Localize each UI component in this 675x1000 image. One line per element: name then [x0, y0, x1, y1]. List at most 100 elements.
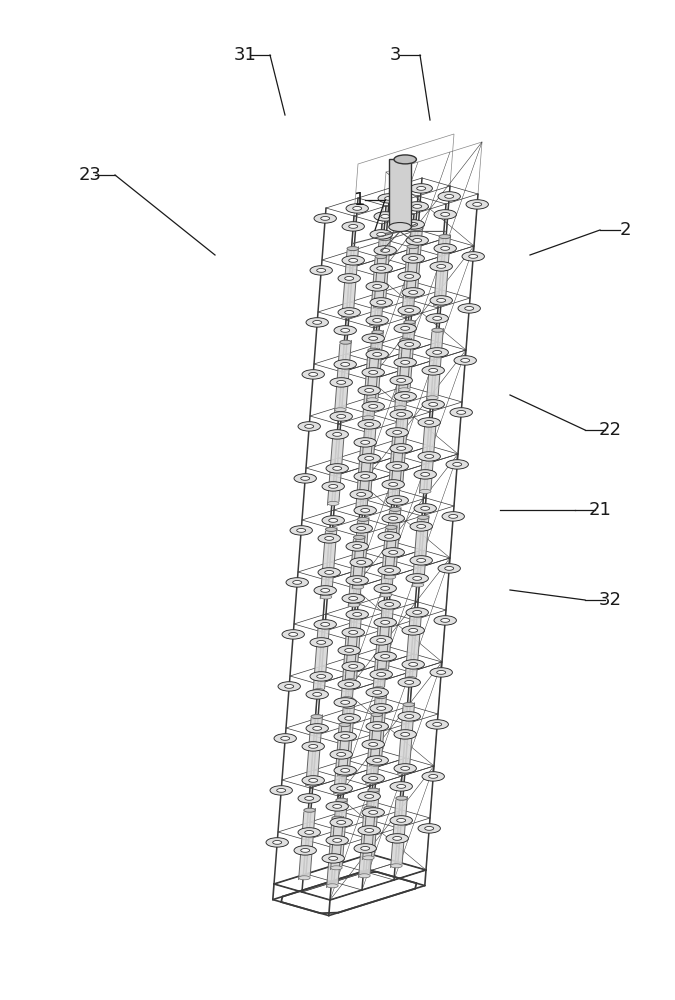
Ellipse shape: [373, 725, 381, 728]
Ellipse shape: [429, 403, 437, 406]
Ellipse shape: [390, 816, 412, 825]
Ellipse shape: [377, 707, 385, 710]
Text: 32: 32: [599, 591, 622, 609]
Ellipse shape: [346, 204, 369, 213]
Ellipse shape: [382, 514, 404, 523]
Ellipse shape: [377, 301, 385, 304]
Ellipse shape: [449, 515, 458, 518]
Ellipse shape: [464, 307, 474, 310]
Ellipse shape: [330, 378, 352, 387]
Ellipse shape: [304, 808, 315, 812]
Text: 31: 31: [234, 46, 256, 64]
Ellipse shape: [337, 753, 346, 756]
Ellipse shape: [418, 418, 440, 427]
Ellipse shape: [410, 609, 422, 613]
Ellipse shape: [434, 616, 456, 625]
Ellipse shape: [338, 308, 360, 317]
Ellipse shape: [341, 697, 352, 701]
Ellipse shape: [434, 302, 446, 306]
Ellipse shape: [390, 410, 412, 419]
Polygon shape: [338, 705, 354, 776]
Ellipse shape: [397, 379, 406, 382]
Ellipse shape: [398, 770, 409, 774]
Ellipse shape: [330, 784, 352, 793]
Ellipse shape: [338, 646, 360, 655]
Ellipse shape: [273, 841, 281, 844]
Ellipse shape: [334, 360, 356, 369]
Ellipse shape: [339, 723, 350, 727]
Ellipse shape: [337, 381, 346, 384]
Ellipse shape: [353, 613, 362, 616]
Ellipse shape: [366, 350, 388, 359]
Ellipse shape: [433, 351, 441, 354]
Ellipse shape: [362, 368, 384, 377]
Ellipse shape: [338, 680, 360, 689]
Ellipse shape: [402, 660, 425, 669]
Ellipse shape: [400, 338, 411, 342]
Text: 3: 3: [389, 46, 401, 64]
Ellipse shape: [369, 777, 378, 780]
Ellipse shape: [405, 681, 414, 684]
Ellipse shape: [401, 395, 410, 398]
Polygon shape: [313, 621, 330, 692]
Ellipse shape: [366, 780, 377, 784]
Ellipse shape: [375, 695, 387, 699]
Ellipse shape: [358, 420, 381, 429]
Ellipse shape: [342, 628, 365, 637]
Ellipse shape: [364, 795, 374, 798]
Ellipse shape: [326, 464, 348, 473]
Ellipse shape: [282, 630, 304, 639]
Ellipse shape: [317, 641, 325, 644]
Ellipse shape: [416, 187, 426, 190]
Ellipse shape: [416, 559, 426, 562]
Ellipse shape: [325, 537, 333, 540]
Ellipse shape: [378, 619, 389, 623]
Ellipse shape: [425, 455, 433, 458]
Ellipse shape: [353, 579, 362, 582]
Ellipse shape: [407, 245, 418, 249]
Ellipse shape: [362, 856, 374, 860]
Ellipse shape: [366, 316, 388, 325]
Ellipse shape: [405, 275, 414, 278]
Polygon shape: [366, 713, 383, 784]
Ellipse shape: [368, 788, 379, 792]
Ellipse shape: [395, 406, 406, 410]
Ellipse shape: [381, 655, 389, 658]
Polygon shape: [367, 330, 383, 402]
Ellipse shape: [382, 548, 404, 557]
Ellipse shape: [354, 844, 377, 853]
Ellipse shape: [393, 499, 402, 502]
Ellipse shape: [441, 247, 450, 250]
Ellipse shape: [341, 701, 350, 704]
Ellipse shape: [425, 827, 433, 830]
Ellipse shape: [410, 184, 433, 193]
Ellipse shape: [360, 441, 370, 444]
Polygon shape: [377, 601, 394, 672]
Ellipse shape: [321, 217, 329, 220]
Polygon shape: [373, 619, 389, 690]
Ellipse shape: [314, 586, 336, 595]
Ellipse shape: [360, 442, 372, 446]
Ellipse shape: [290, 526, 313, 535]
Ellipse shape: [393, 431, 402, 434]
Ellipse shape: [329, 485, 338, 488]
Ellipse shape: [458, 304, 481, 313]
Ellipse shape: [401, 327, 410, 330]
Ellipse shape: [364, 457, 374, 460]
Ellipse shape: [308, 745, 318, 748]
Ellipse shape: [394, 764, 416, 773]
Ellipse shape: [308, 373, 318, 376]
Ellipse shape: [369, 371, 378, 374]
Ellipse shape: [412, 611, 422, 614]
Ellipse shape: [369, 337, 378, 340]
Ellipse shape: [434, 210, 456, 219]
Ellipse shape: [341, 363, 350, 366]
Ellipse shape: [422, 400, 444, 409]
Ellipse shape: [410, 522, 433, 531]
Ellipse shape: [402, 312, 413, 316]
Ellipse shape: [393, 837, 402, 840]
Polygon shape: [358, 806, 375, 878]
Ellipse shape: [349, 259, 358, 262]
Ellipse shape: [377, 267, 385, 270]
Ellipse shape: [334, 698, 356, 707]
